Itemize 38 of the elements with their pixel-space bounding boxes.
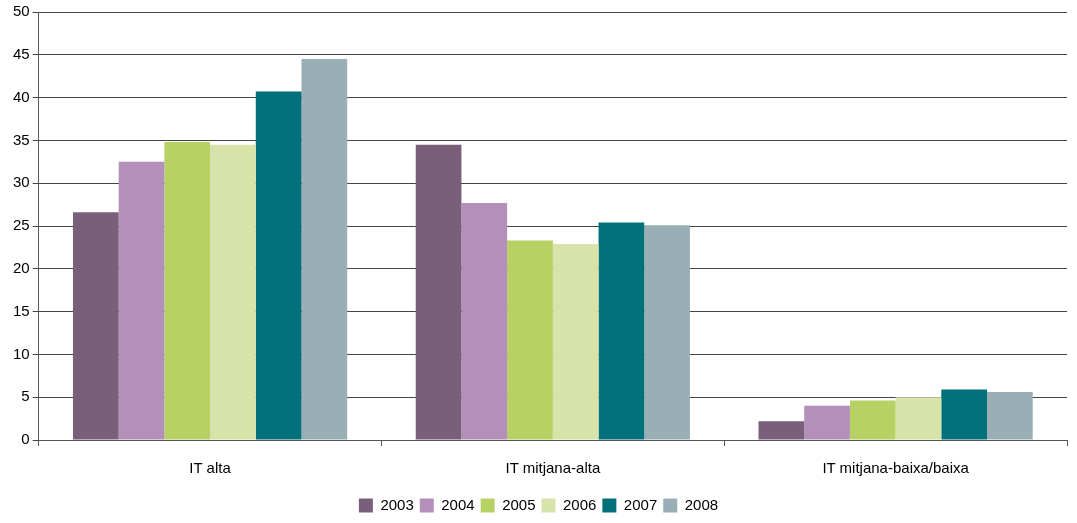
x-tick-label: IT mitjana-alta: [505, 459, 601, 477]
bar: [210, 144, 256, 440]
bar: [895, 397, 942, 440]
legend-label: 2005: [502, 495, 536, 513]
y-tick-label: 25: [13, 216, 30, 234]
bar: [552, 243, 599, 440]
x-tick-label: IT alta: [189, 459, 232, 477]
legend-label: 2006: [563, 495, 597, 513]
bar: [118, 161, 165, 440]
y-tick-label: 15: [13, 301, 30, 319]
bar: [415, 144, 462, 440]
y-tick-label: 40: [13, 87, 30, 105]
bar: [507, 240, 553, 440]
legend-label: 2008: [684, 495, 719, 513]
legend-label: 2007: [623, 495, 658, 513]
bar: [644, 225, 690, 440]
y-tick-label: 5: [21, 387, 30, 405]
bar: [461, 202, 508, 440]
y-tick-label: 45: [13, 44, 30, 62]
bar: [72, 212, 119, 440]
bar: [255, 91, 302, 440]
y-tick-label: 0: [21, 430, 30, 448]
bar: [804, 405, 850, 440]
bar: [164, 142, 211, 440]
y-tick-label: 35: [13, 130, 30, 148]
x-tick-label: IT mitjana-baixa/baixa: [822, 459, 970, 477]
y-tick-label: 30: [13, 173, 30, 191]
bar: [301, 59, 348, 440]
y-tick-label: 50: [13, 2, 30, 20]
legend-label: 2003: [380, 495, 414, 513]
y-tick-label: 20: [13, 258, 30, 276]
y-tick-label: 10: [13, 344, 30, 362]
bar: [849, 400, 896, 440]
bar: [987, 392, 1033, 440]
legend-label: 2004: [441, 495, 475, 513]
bar: [941, 389, 988, 440]
bar: [598, 222, 645, 440]
bar: [758, 421, 805, 440]
